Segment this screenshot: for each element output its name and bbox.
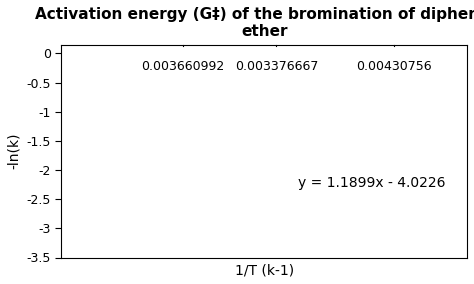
Text: 0.003376667: 0.003376667 bbox=[235, 60, 318, 73]
Text: y = 1.1899x - 4.0226: y = 1.1899x - 4.0226 bbox=[298, 176, 446, 190]
Text: 0.003660992: 0.003660992 bbox=[141, 60, 225, 73]
Title: Activation energy (G‡) of the bromination of diphenyl
ether: Activation energy (G‡) of the brominatio… bbox=[35, 7, 474, 39]
X-axis label: 1/T (k-1): 1/T (k-1) bbox=[235, 263, 294, 277]
Text: 0.00430756: 0.00430756 bbox=[356, 60, 432, 73]
Y-axis label: -ln(k): -ln(k) bbox=[7, 133, 21, 169]
